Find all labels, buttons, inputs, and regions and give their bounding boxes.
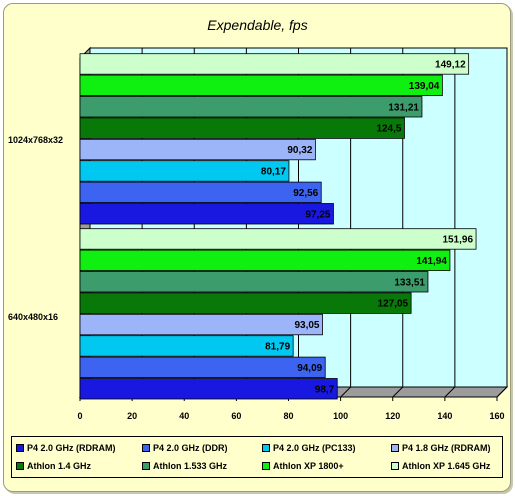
- x-tick-label: 80: [283, 411, 293, 421]
- x-tick-label: 140: [437, 411, 452, 421]
- legend-label: Athlon 1.533 GHz: [153, 461, 228, 471]
- bar: [79, 181, 322, 204]
- bar-value-label: 81,79: [265, 341, 290, 352]
- bar: [79, 96, 423, 118]
- gridline-floor: [496, 386, 508, 398]
- legend-swatch: [391, 444, 399, 452]
- bar: [79, 335, 294, 357]
- bar: [79, 203, 334, 225]
- legend-item: Athlon XP 1.645 GHz: [391, 461, 490, 471]
- bar-value-label: 133,51: [394, 277, 425, 288]
- bar: [79, 53, 470, 75]
- legend-label: Athlon 1.4 GHz: [27, 461, 92, 471]
- bar: [79, 292, 412, 314]
- legend-item: P4 2.0 GHz (DDR): [142, 443, 228, 453]
- bar: [79, 249, 451, 272]
- legend-label: Athlon XP 1.645 GHz: [402, 461, 491, 471]
- bar: [79, 160, 290, 182]
- x-tick-label: 0: [77, 411, 82, 421]
- legend-item: Athlon 1.533 GHz: [142, 461, 227, 471]
- bar-chart: 0 20 40 60 80 100 120 140 160 1024x768x32 97,25 92,…: [8, 46, 509, 421]
- legend-label: P4 2.0 GHz (DDR): [153, 443, 228, 453]
- chart-title: Expendable, fps: [207, 17, 308, 33]
- legend-swatch: [142, 462, 150, 470]
- legend-label: P4 1.8 GHz (RDRAM): [402, 443, 491, 453]
- legend-label: Athlon XP 1800+: [273, 461, 344, 471]
- legend-item: Athlon XP 1800+: [262, 461, 344, 471]
- bar-value-label: 98,7: [315, 384, 335, 395]
- bar-value-label: 80,17: [261, 166, 286, 177]
- bar: [79, 356, 326, 379]
- legend: P4 2.0 GHz (RDRAM) P4 2.0 GHz (DDR) P4 2.0…: [11, 436, 503, 478]
- legend-label: P4 2.0 GHz (PC133): [273, 443, 356, 453]
- bar-value-label: 93,05: [294, 320, 319, 331]
- bar: [79, 117, 405, 139]
- legend-swatch: [142, 444, 150, 452]
- bar: [79, 74, 443, 96]
- bar: [79, 271, 429, 293]
- gridline-floor: [340, 386, 351, 398]
- bar-value-label: 124,5: [376, 124, 401, 135]
- x-tick-label: 120: [385, 411, 400, 421]
- bar-value-label: 141,94: [416, 256, 447, 267]
- x-tick-label: 100: [333, 411, 348, 421]
- bar-value-label: 94,09: [297, 363, 322, 374]
- legend-item: P4 1.8 GHz (RDRAM): [391, 443, 491, 453]
- legend-item: Athlon 1.4 GHz: [16, 461, 91, 471]
- bar-value-label: 139,04: [409, 81, 440, 92]
- x-tick-label: 60: [231, 411, 241, 421]
- legend-swatch: [262, 444, 270, 452]
- bar-value-label: 92,56: [293, 188, 318, 199]
- legend-swatch: [16, 462, 24, 470]
- x-tick-label: 20: [127, 411, 137, 421]
- legend-swatch: [262, 462, 270, 470]
- bar-value-label: 131,21: [388, 102, 419, 113]
- gridline-floor: [392, 386, 404, 398]
- legend-swatch: [16, 444, 24, 452]
- category-label: 640x480x16: [8, 312, 58, 322]
- x-tick-label: 40: [179, 411, 189, 421]
- x-tick-label: 160: [489, 411, 504, 421]
- bar: [79, 313, 323, 336]
- bar-value-label: 127,05: [378, 299, 409, 310]
- legend-item: P4 2.0 GHz (PC133): [262, 443, 356, 453]
- bar-value-label: 97,25: [305, 209, 330, 220]
- legend-label: P4 2.0 GHz (RDRAM): [27, 443, 116, 453]
- legend-swatch: [391, 462, 399, 470]
- bar: [79, 228, 477, 250]
- bar: [79, 138, 316, 161]
- gridline-floor: [444, 386, 456, 398]
- legend-item: P4 2.0 GHz (RDRAM): [16, 443, 116, 453]
- bar: [79, 378, 338, 400]
- bar-value-label: 151,96: [442, 234, 473, 245]
- category-label: 1024x768x32: [8, 135, 63, 145]
- bar-value-label: 90,32: [287, 145, 312, 156]
- bar-value-label: 149,12: [435, 59, 466, 70]
